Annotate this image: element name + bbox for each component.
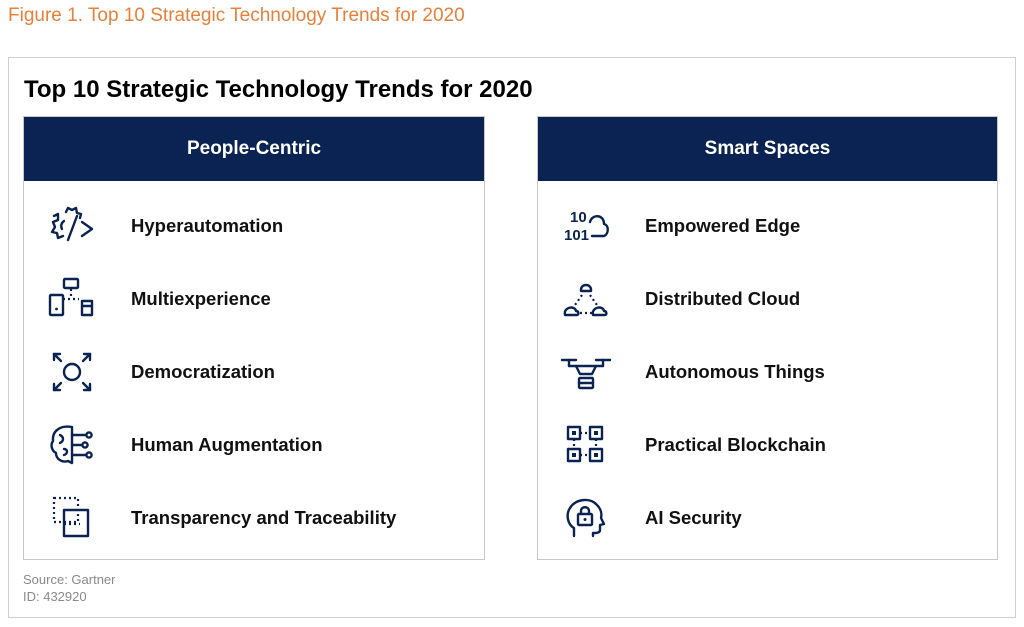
list-item: Multiexperience [24, 271, 484, 327]
page-title: Top 10 Strategic Technology Trends for 2… [24, 76, 533, 103]
trend-label: Transparency and Traceability [131, 507, 397, 528]
people-centric-panel: People-Centric Hyperautomation [23, 116, 485, 560]
trend-label: Multiexperience [131, 288, 271, 309]
list-item: Autonomous Things [538, 344, 997, 400]
panel-header: People-Centric [24, 117, 484, 181]
list-item: Distributed Cloud [538, 271, 997, 327]
drone-icon [558, 346, 614, 398]
document-id: ID: 432920 [23, 589, 87, 604]
list-item: AI Security [538, 490, 997, 546]
list-item: Transparency and Traceability [24, 490, 484, 546]
binary-cloud-icon: 10 101 [558, 200, 614, 252]
source-note: Source: Gartner ID: 432920 [23, 571, 116, 605]
trend-label: Distributed Cloud [645, 288, 801, 309]
svg-text:10: 10 [570, 209, 587, 226]
gear-code-icon [44, 200, 100, 252]
trend-label: AI Security [645, 507, 742, 528]
devices-icon [44, 273, 100, 325]
figure-frame [8, 57, 1016, 618]
dotted-squares-icon [44, 492, 100, 544]
list-item: 10 101 Empowered Edge [538, 198, 997, 254]
head-lock-icon [558, 492, 614, 544]
list-item: Democratization [24, 344, 484, 400]
list-item: Hyperautomation [24, 198, 484, 254]
trend-label: Hyperautomation [131, 215, 284, 236]
smart-spaces-panel: Smart Spaces 10 101 Empowered Edge [537, 116, 998, 560]
brain-circuit-icon [44, 419, 100, 471]
source-text: Source: Gartner [23, 572, 116, 587]
list-item: Practical Blockchain [538, 417, 997, 473]
trend-label: Human Augmentation [131, 434, 323, 455]
linked-blocks-icon [558, 419, 614, 471]
trend-label: Democratization [131, 361, 275, 382]
svg-text:101: 101 [564, 227, 589, 244]
panel-header: Smart Spaces [538, 117, 997, 181]
cloud-network-icon [558, 273, 614, 325]
list-item: Human Augmentation [24, 417, 484, 473]
trend-label: Practical Blockchain [645, 434, 826, 455]
trend-label: Autonomous Things [645, 361, 825, 382]
expand-circle-icon [44, 346, 100, 398]
figure-caption: Figure 1. Top 10 Strategic Technology Tr… [8, 5, 465, 26]
trend-label: Empowered Edge [645, 215, 801, 236]
